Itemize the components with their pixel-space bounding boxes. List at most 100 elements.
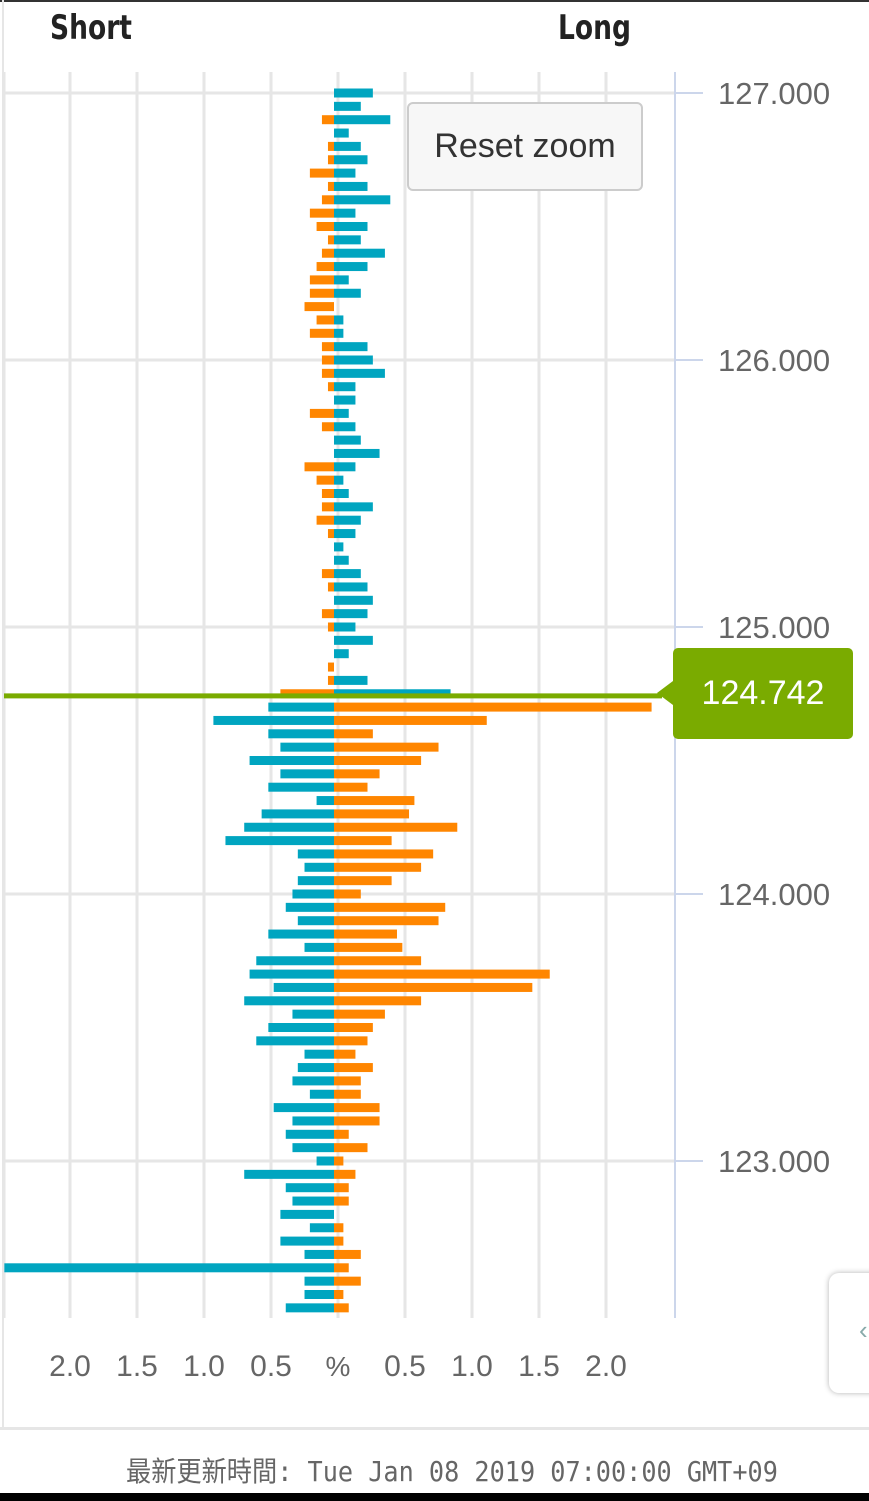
short-bar xyxy=(304,1290,334,1299)
long-bar xyxy=(334,756,422,765)
long-bar xyxy=(334,729,373,739)
long-bar xyxy=(334,982,533,992)
short-bar xyxy=(321,489,334,498)
long-bar xyxy=(334,529,356,539)
long-bar xyxy=(334,155,368,165)
short-bar xyxy=(321,569,334,579)
long-bar xyxy=(334,769,380,779)
long-bar xyxy=(334,382,356,392)
long-bar xyxy=(334,809,410,819)
short-bar xyxy=(280,742,334,752)
short-bar xyxy=(225,836,334,846)
long-bar xyxy=(334,609,368,619)
short-bar xyxy=(244,1169,334,1179)
long-bar xyxy=(334,395,356,405)
x-tick-right-0.5: 0.5 xyxy=(384,1350,426,1383)
long-bar xyxy=(334,1196,349,1206)
short-bar xyxy=(213,715,334,725)
short-bar xyxy=(304,1249,334,1259)
short-bar xyxy=(327,662,334,672)
long-bar xyxy=(334,969,550,979)
long-bar xyxy=(334,235,361,245)
x-tick-right-1.5: 1.5 xyxy=(518,1350,560,1383)
long-bar xyxy=(334,569,361,579)
y-tick-125: 125.000 xyxy=(718,610,830,645)
x-center-label: % xyxy=(326,1351,351,1382)
long-bar xyxy=(334,1129,349,1139)
long-bar xyxy=(334,222,368,231)
side-panel-toggle[interactable]: ‹ xyxy=(829,1273,869,1393)
long-bar xyxy=(334,555,349,565)
long-bar xyxy=(334,1049,356,1059)
long-bar xyxy=(334,502,373,512)
short-bar xyxy=(327,529,334,539)
short-bar xyxy=(327,582,334,592)
y-tick-123: 123.000 xyxy=(718,1144,830,1179)
long-bar xyxy=(334,1169,356,1179)
x-tick-left-0.5: 0.5 xyxy=(250,1350,292,1383)
y-tick-126: 126.000 xyxy=(718,343,830,378)
reset-zoom-button[interactable]: Reset zoom xyxy=(407,102,643,191)
short-bar xyxy=(316,315,334,325)
short-bar xyxy=(273,1103,334,1113)
long-bar xyxy=(334,448,380,458)
long-bar xyxy=(334,622,356,632)
short-bar xyxy=(244,822,334,832)
long-bar xyxy=(334,715,487,725)
long-bar xyxy=(334,1089,361,1099)
long-bar xyxy=(334,836,392,846)
bars xyxy=(4,88,652,1313)
long-bar xyxy=(334,1023,373,1032)
long-bar xyxy=(334,942,403,952)
long-bar xyxy=(334,782,368,792)
long-bar xyxy=(334,368,385,378)
short-bar xyxy=(316,262,334,272)
short-bar xyxy=(321,422,334,432)
short-bar xyxy=(280,1209,334,1219)
short-bar xyxy=(292,1143,334,1153)
short-bar xyxy=(285,1129,334,1139)
long-bar xyxy=(334,649,349,659)
long-header: Long xyxy=(558,8,631,48)
short-bar xyxy=(280,769,334,779)
long-bar xyxy=(334,1156,344,1166)
y-tick-mark xyxy=(675,359,703,361)
long-bar xyxy=(334,1303,349,1313)
short-bar xyxy=(321,248,334,258)
long-bar xyxy=(334,1143,368,1153)
short-bar xyxy=(285,1183,334,1193)
long-bar xyxy=(334,489,349,498)
long-bar xyxy=(334,862,422,872)
short-bar xyxy=(321,195,334,205)
position-book-chart: 2.0 1.5 1.0 0.5 % 0.5 1.0 1.5 2.0 127.00… xyxy=(2,72,830,1383)
short-bar xyxy=(292,1116,334,1126)
x-tick-left-1.0: 1.0 xyxy=(183,1350,225,1383)
short-bar xyxy=(309,275,334,285)
long-bar xyxy=(334,342,368,352)
long-bar xyxy=(334,355,373,365)
short-bar xyxy=(268,729,334,739)
long-bar xyxy=(334,1249,361,1259)
short-bar xyxy=(327,675,334,685)
short-bar xyxy=(256,956,334,966)
short-bar xyxy=(327,382,334,392)
short-bar xyxy=(268,702,334,712)
long-bar xyxy=(334,128,349,138)
short-bar xyxy=(309,208,334,218)
axes: 2.0 1.5 1.0 0.5 % 0.5 1.0 1.5 2.0 127.00… xyxy=(49,76,830,1383)
long-bar xyxy=(334,635,373,645)
long-bar xyxy=(334,262,368,272)
short-bar xyxy=(327,622,334,632)
short-bar xyxy=(304,1276,334,1286)
long-bar xyxy=(334,1036,368,1046)
long-bar xyxy=(334,1276,361,1286)
long-bar xyxy=(334,181,368,191)
short-bar xyxy=(309,168,334,178)
short-bar xyxy=(316,796,334,806)
long-bar xyxy=(334,1076,361,1086)
long-bar xyxy=(334,1009,385,1019)
short-bar xyxy=(327,155,334,165)
long-bar xyxy=(334,796,415,806)
top-border xyxy=(0,0,869,2)
y-tick-124: 124.000 xyxy=(718,877,830,912)
